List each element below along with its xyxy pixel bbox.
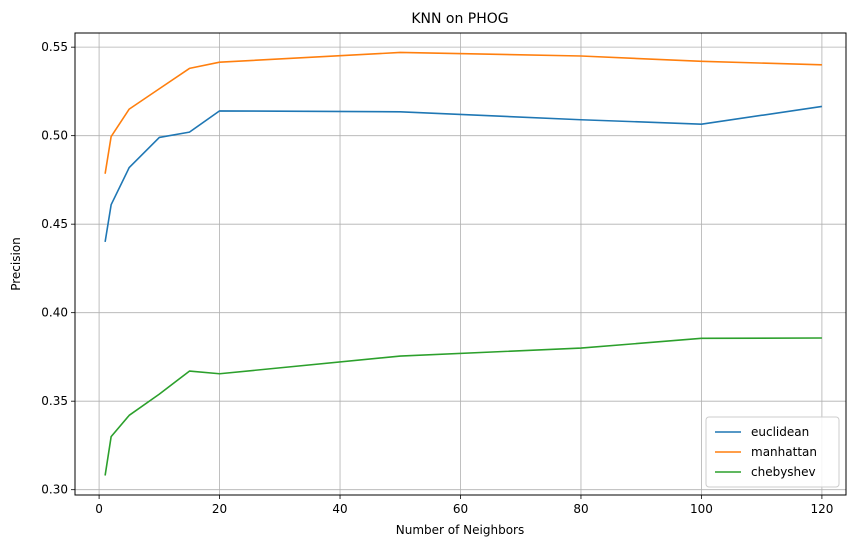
ticks: 0 20 40 60 80 100 120 0.30 0.35 0.40 0.45 0.50 0.55: [41, 40, 833, 516]
legend-label-chebyshev: chebyshev: [751, 465, 816, 479]
series-line-chebyshev: [104, 337, 822, 476]
x-tick-label: 20: [212, 502, 227, 516]
legend-box: [705, 416, 840, 488]
x-axis-label: Number of Neighbors: [396, 523, 524, 537]
chart-title: KNN on PHOG: [411, 11, 508, 27]
legend: euclidean manhattan chebyshev: [705, 416, 840, 488]
series-line-manhattan: [104, 51, 822, 174]
y-tick-label: 0.55: [41, 40, 68, 54]
y-tick-label: 0.50: [41, 129, 68, 143]
legend-label-euclidean: euclidean: [751, 425, 809, 439]
legend-label-manhattan: manhattan: [751, 445, 817, 459]
y-tick-label: 0.40: [41, 306, 68, 320]
series-layer: [104, 51, 823, 476]
y-tick-label: 0.45: [41, 217, 68, 231]
x-tick-label: 120: [810, 502, 833, 516]
series-line-euclidean: [104, 105, 823, 242]
x-tick-label: 100: [690, 502, 713, 516]
x-tick-label: 60: [453, 502, 468, 516]
y-axis-label: Precision: [9, 237, 23, 291]
y-tick-label: 0.30: [41, 483, 68, 497]
x-tick-label: 80: [573, 502, 588, 516]
y-tick-label: 0.35: [41, 394, 68, 408]
grid: [75, 33, 846, 495]
x-tick-label: 0: [95, 502, 103, 516]
x-tick-label: 40: [332, 502, 347, 516]
